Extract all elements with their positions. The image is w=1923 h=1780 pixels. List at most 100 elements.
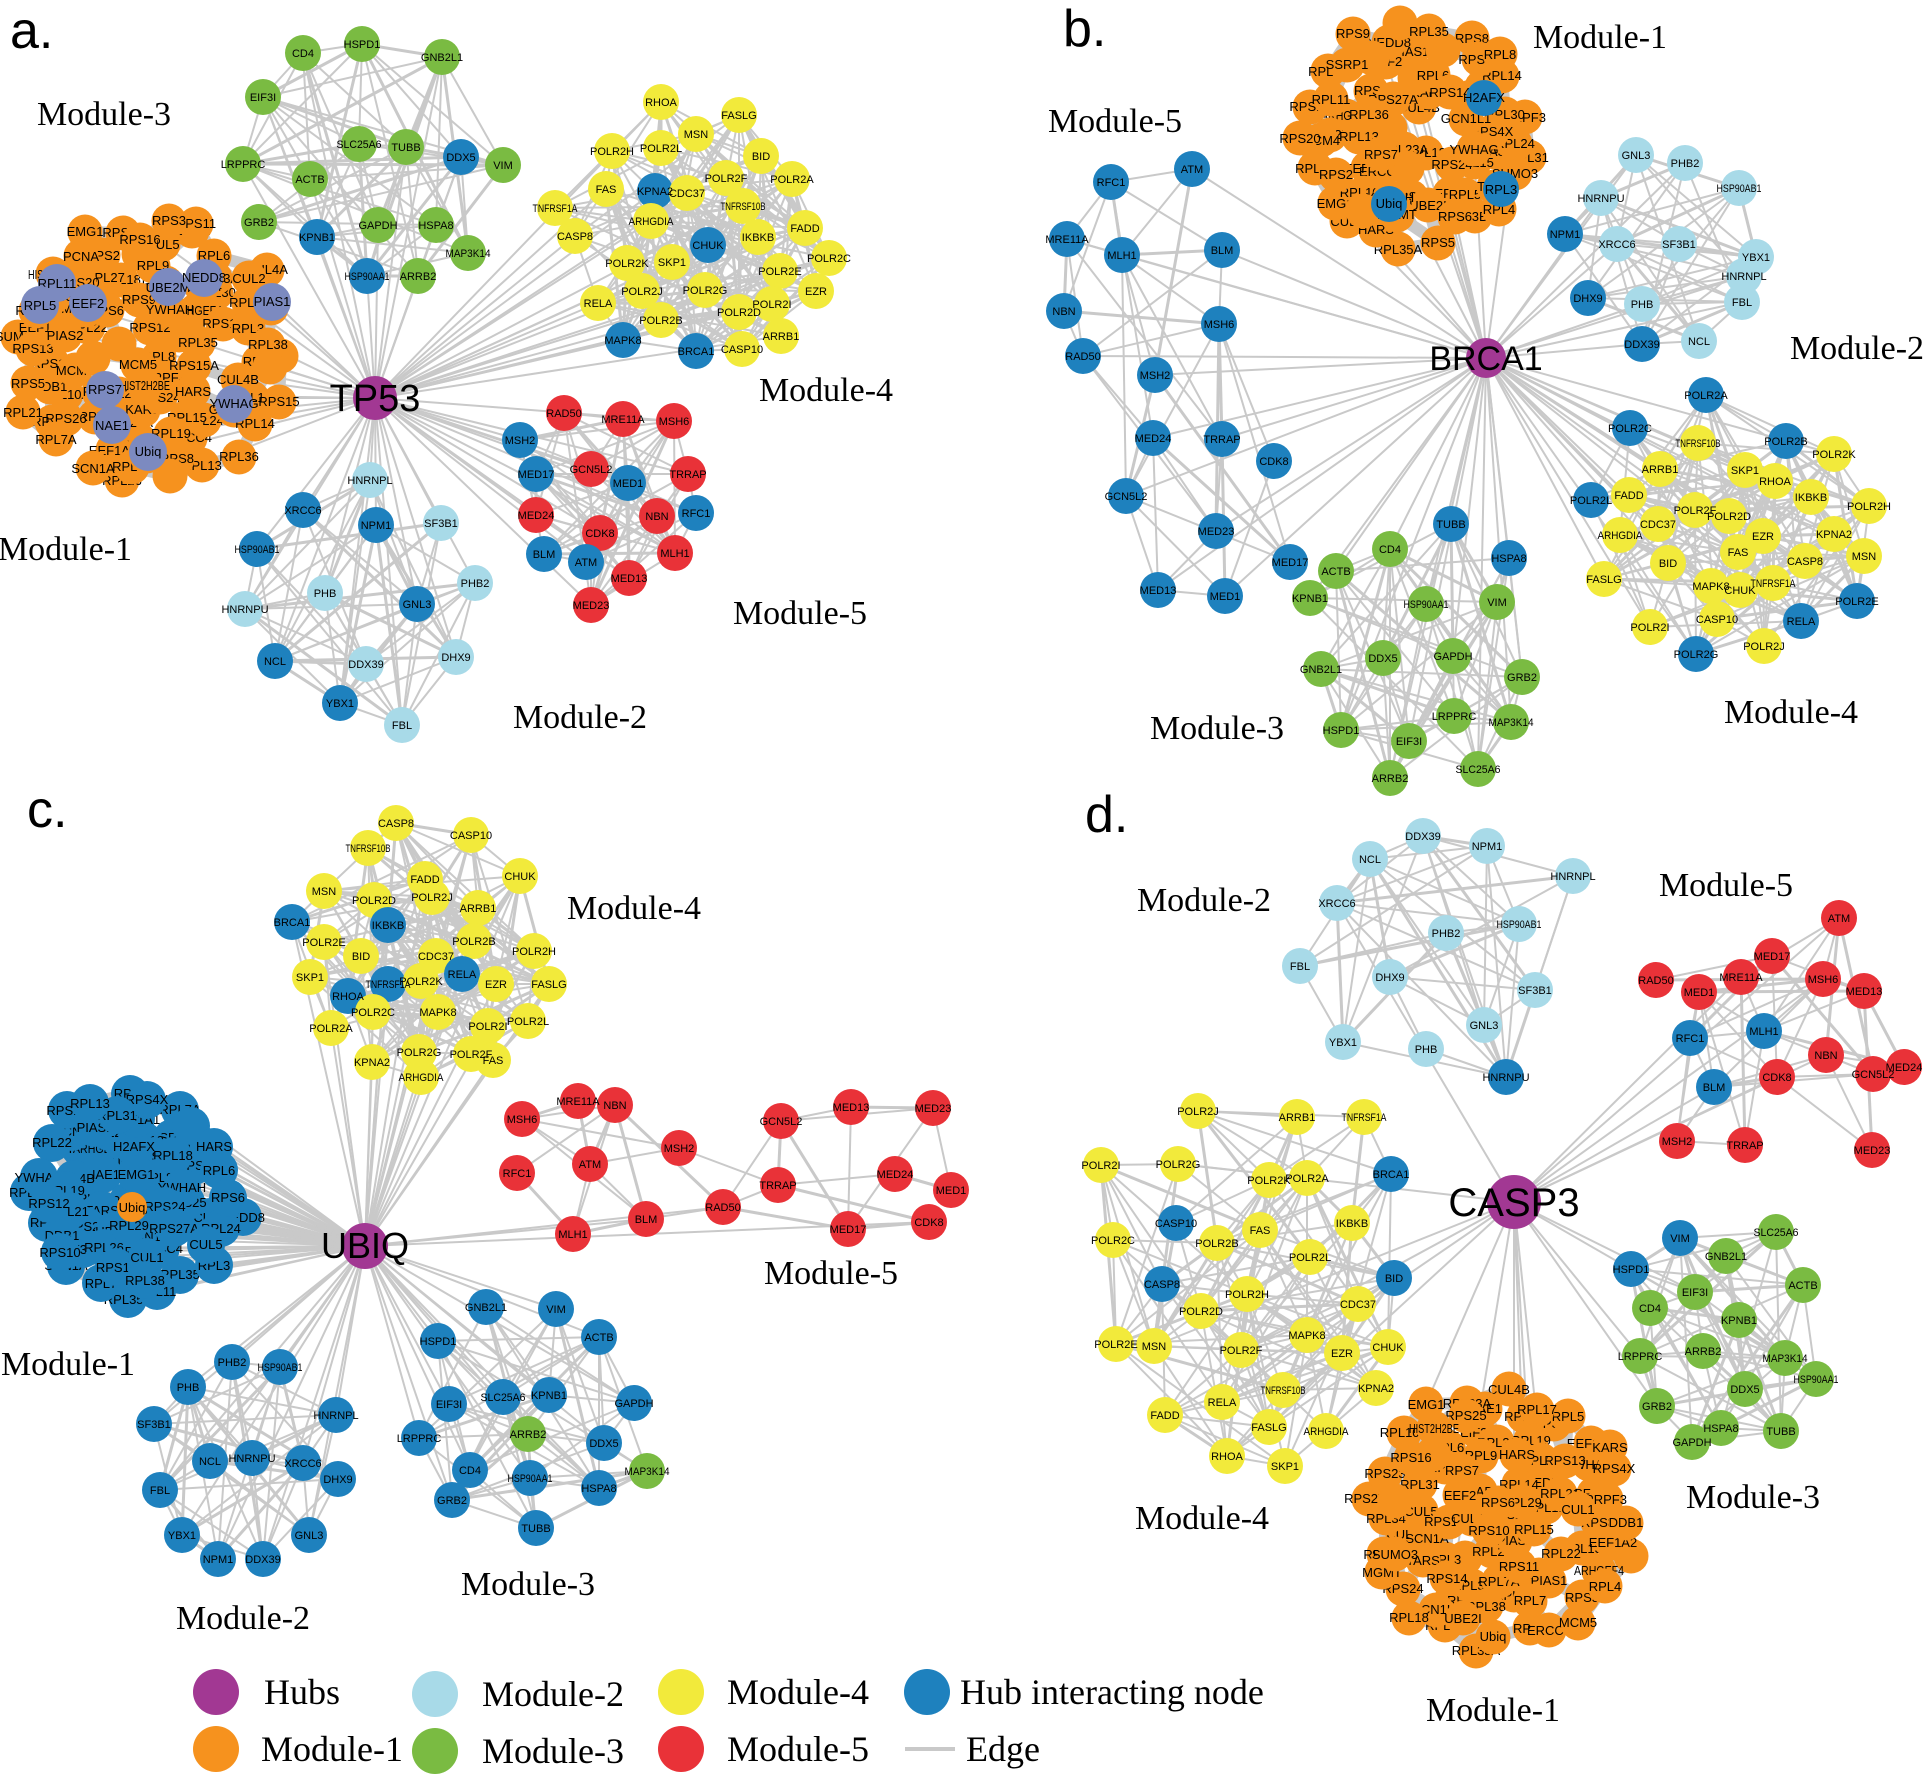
svg-text:DDX5: DDX5 <box>1368 653 1397 665</box>
svg-text:NBN: NBN <box>1052 306 1075 318</box>
svg-text:RHOA: RHOA <box>1211 1451 1243 1463</box>
svg-text:MED23: MED23 <box>915 1103 952 1115</box>
svg-text:MED17: MED17 <box>518 469 555 481</box>
svg-text:HSP90AA1: HSP90AA1 <box>345 271 390 283</box>
svg-text:EMG1: EMG1 <box>1317 196 1354 211</box>
svg-text:DHX9: DHX9 <box>441 652 470 664</box>
svg-text:GRB2: GRB2 <box>1642 1401 1672 1413</box>
svg-text:CDC37: CDC37 <box>1340 1299 1376 1311</box>
svg-text:RPS5: RPS5 <box>11 376 45 391</box>
svg-text:RHOA: RHOA <box>332 991 364 1003</box>
svg-text:HNRNPL: HNRNPL <box>347 475 392 487</box>
svg-text:BRCA1: BRCA1 <box>1373 1169 1410 1181</box>
svg-text:MSH6: MSH6 <box>1808 974 1839 986</box>
svg-text:RFC1: RFC1 <box>1097 177 1126 189</box>
svg-text:EIF3I: EIF3I <box>250 92 276 104</box>
svg-text:RPL35A: RPL35A <box>1374 242 1423 257</box>
svg-text:Module-3: Module-3 <box>461 1566 595 1603</box>
svg-text:MED24: MED24 <box>1135 433 1172 445</box>
svg-text:TRRAP: TRRAP <box>669 469 706 481</box>
svg-text:SSRP1: SSRP1 <box>1326 57 1369 72</box>
svg-text:ATM: ATM <box>1828 913 1850 925</box>
svg-text:Module-5: Module-5 <box>733 595 867 632</box>
svg-text:EMG1: EMG1 <box>67 224 104 239</box>
svg-text:HSP90AB1: HSP90AB1 <box>258 1362 303 1374</box>
svg-text:RPL18: RPL18 <box>1389 1610 1429 1625</box>
svg-text:HNRNPL: HNRNPL <box>313 1410 358 1422</box>
svg-text:HSPA8: HSPA8 <box>418 220 453 232</box>
svg-text:POLR2L: POLR2L <box>1289 1252 1331 1264</box>
svg-text:MAPK8: MAPK8 <box>419 1007 456 1019</box>
svg-text:POLR2J: POLR2J <box>1743 641 1785 653</box>
svg-text:NEDD8: NEDD8 <box>182 270 226 285</box>
svg-text:POLR2G: POLR2G <box>1674 649 1719 661</box>
svg-text:RFC1: RFC1 <box>682 508 711 520</box>
svg-text:POLR2K: POLR2K <box>399 976 443 988</box>
svg-text:HSPA8: HSPA8 <box>1491 553 1526 565</box>
svg-text:RHOA: RHOA <box>1759 476 1791 488</box>
svg-text:DDB1: DDB1 <box>1609 1515 1644 1530</box>
svg-text:DDX5: DDX5 <box>1730 1384 1759 1396</box>
svg-text:SLC25A6: SLC25A6 <box>481 1392 526 1404</box>
svg-text:POLR2K: POLR2K <box>605 258 649 270</box>
svg-text:DDX39: DDX39 <box>1405 831 1440 843</box>
svg-text:TUBB: TUBB <box>1436 519 1465 531</box>
svg-text:GAPDH: GAPDH <box>614 1398 653 1410</box>
svg-text:RPL9: RPL9 <box>137 258 170 273</box>
svg-text:RPS25: RPS25 <box>1445 1408 1486 1423</box>
svg-text:POLR2K: POLR2K <box>1812 449 1856 461</box>
svg-text:RPS4X: RPS4X <box>126 1092 169 1107</box>
svg-text:Module-4: Module-4 <box>567 890 701 927</box>
svg-text:POLR2B: POLR2B <box>1764 436 1807 448</box>
svg-text:GNL3: GNL3 <box>403 599 432 611</box>
svg-text:MSN: MSN <box>684 129 709 141</box>
svg-text:FAS: FAS <box>596 184 617 196</box>
svg-text:HSP90AA1: HSP90AA1 <box>508 1473 553 1485</box>
svg-text:d.: d. <box>1085 786 1128 844</box>
svg-text:FBL: FBL <box>1290 961 1310 973</box>
svg-text:Module-1: Module-1 <box>1533 19 1667 56</box>
svg-text:RPS27A: RPS27A <box>149 1221 199 1236</box>
svg-text:CHUK: CHUK <box>692 240 724 252</box>
svg-text:EMG1: EMG1 <box>1408 1397 1445 1412</box>
svg-text:BLM: BLM <box>635 1214 658 1226</box>
svg-text:RPS3: RPS3 <box>152 213 186 228</box>
svg-text:RPL35: RPL35 <box>1409 24 1449 39</box>
svg-text:POLR2L: POLR2L <box>507 1016 549 1028</box>
svg-text:Module-3: Module-3 <box>1686 1479 1820 1516</box>
svg-text:FBL: FBL <box>150 1485 170 1497</box>
svg-text:a.: a. <box>10 2 53 60</box>
svg-text:FADD: FADD <box>410 874 439 886</box>
svg-text:RPS20: RPS20 <box>1279 131 1320 146</box>
svg-text:RPS6: RPS6 <box>211 1190 245 1205</box>
svg-text:PRPF3: PRPF3 <box>1585 1492 1627 1507</box>
svg-text:GNL3: GNL3 <box>295 1530 324 1542</box>
svg-text:MED13: MED13 <box>1140 585 1177 597</box>
svg-text:FAS: FAS <box>483 1055 504 1067</box>
svg-text:ATM: ATM <box>1181 164 1203 176</box>
svg-text:RPL8: RPL8 <box>1484 47 1517 62</box>
svg-text:EZR: EZR <box>1331 1348 1353 1360</box>
svg-text:HSP90AA1: HSP90AA1 <box>1404 599 1449 611</box>
svg-text:FBL: FBL <box>392 720 412 732</box>
svg-text:SKP1: SKP1 <box>1271 1461 1299 1473</box>
svg-text:POLR2E: POLR2E <box>1094 1339 1137 1351</box>
svg-text:POLR2I: POLR2I <box>468 1021 507 1033</box>
svg-text:PHB2: PHB2 <box>1671 158 1700 170</box>
svg-text:NCL: NCL <box>1359 854 1381 866</box>
svg-text:TNFRSF1A: TNFRSF1A <box>1342 1112 1388 1124</box>
svg-text:Module-2: Module-2 <box>1137 882 1271 919</box>
svg-text:LRPPRC: LRPPRC <box>1618 1351 1663 1363</box>
svg-text:ACTB: ACTB <box>1321 566 1350 578</box>
svg-text:GAPDH: GAPDH <box>1433 651 1472 663</box>
svg-text:MLH1: MLH1 <box>660 548 689 560</box>
svg-text:LRPPRC: LRPPRC <box>221 159 266 171</box>
svg-text:TRRAP: TRRAP <box>1726 1140 1763 1152</box>
svg-text:CUL5: CUL5 <box>1404 1504 1437 1519</box>
svg-text:RPL7A: RPL7A <box>35 432 77 447</box>
svg-text:FAS: FAS <box>1250 1225 1271 1237</box>
svg-text:KARS: KARS <box>1592 1440 1628 1455</box>
svg-text:HARS: HARS <box>175 384 211 399</box>
svg-text:Module-5: Module-5 <box>1048 103 1182 140</box>
svg-text:GNB2L1: GNB2L1 <box>465 1302 507 1314</box>
